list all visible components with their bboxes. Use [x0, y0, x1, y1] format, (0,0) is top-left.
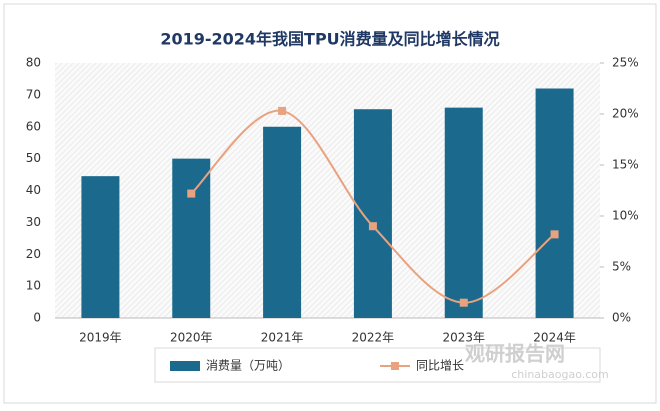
x-tick-label: 2023年	[442, 331, 485, 345]
bar	[444, 107, 483, 318]
legend-swatch	[391, 362, 399, 370]
bar	[263, 126, 302, 318]
line-marker	[368, 222, 377, 231]
y-tick-label: 60	[26, 119, 41, 133]
chart-title: 2019-2024年我国TPU消费量及同比增长情况	[160, 30, 499, 49]
watermark: 观研报告网	[465, 342, 565, 366]
watermark-url: chinabaogao.com	[511, 368, 609, 381]
x-tick-label: 2019年	[79, 331, 122, 345]
x-tick-label: 2022年	[352, 331, 395, 345]
y2-tick-label: 0%	[612, 311, 631, 325]
legend-box	[154, 347, 601, 383]
legend-swatch	[170, 361, 200, 371]
y-tick-label: 70	[26, 87, 41, 101]
legend-label: 同比增长	[416, 359, 464, 373]
bar	[81, 176, 120, 318]
y2-tick-label: 5%	[612, 260, 631, 274]
line-marker	[187, 189, 196, 198]
y-tick-label: 20	[26, 247, 41, 261]
x-tick-label: 2024年	[533, 331, 576, 345]
y2-tick-label: 25%	[612, 56, 639, 70]
y2-tick-label: 15%	[612, 158, 639, 172]
y-tick-label: 40	[26, 183, 41, 197]
y-tick-label: 80	[26, 56, 41, 70]
plot-area	[55, 63, 600, 318]
y-tick-label: 0	[33, 311, 41, 325]
y2-tick-label: 20%	[612, 107, 639, 121]
line-marker	[459, 298, 468, 307]
legend-label: 消费量（万吨）	[206, 359, 290, 373]
y-tick-label: 50	[26, 151, 41, 165]
bar	[353, 109, 392, 318]
y-tick-label: 30	[26, 215, 41, 229]
bar	[535, 88, 574, 318]
bar	[172, 158, 211, 318]
x-tick-label: 2020年	[170, 331, 213, 345]
line-marker	[550, 230, 559, 239]
y2-tick-label: 10%	[612, 209, 639, 223]
y-tick-label: 10	[26, 279, 41, 293]
line-marker	[278, 106, 287, 115]
x-tick-label: 2021年	[261, 331, 304, 345]
